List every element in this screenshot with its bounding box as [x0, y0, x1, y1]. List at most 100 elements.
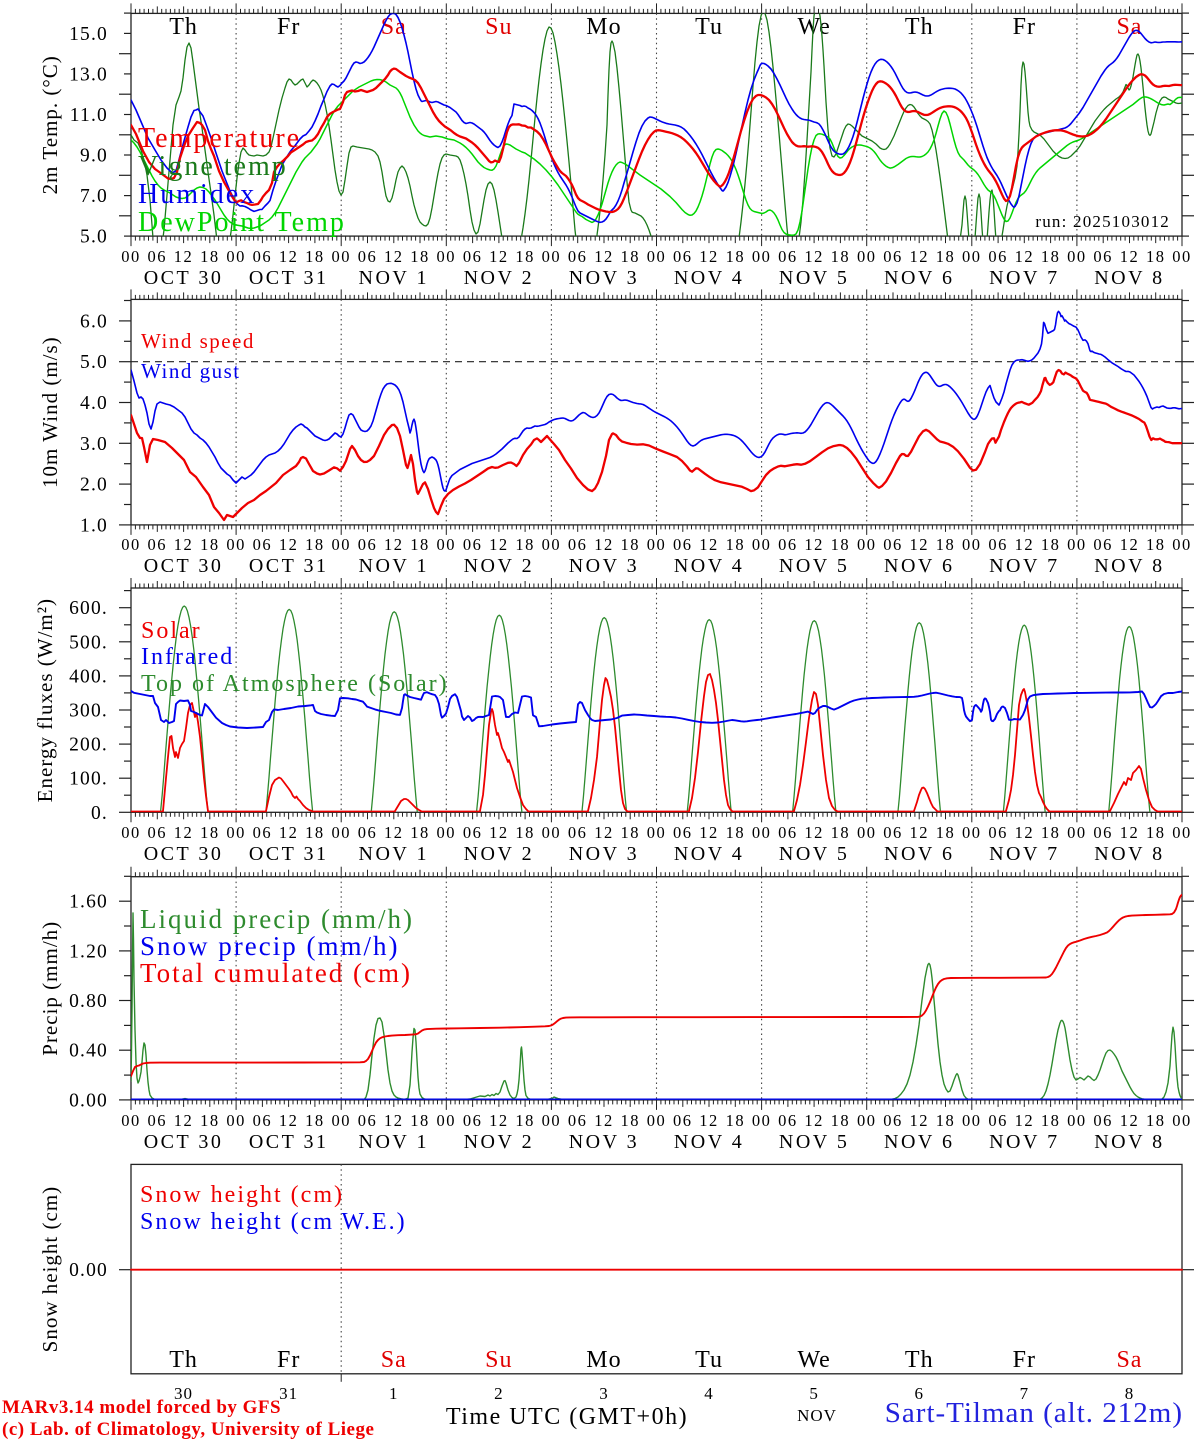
- svg-text:0.40: 0.40: [69, 1041, 108, 1062]
- svg-text:11.0: 11.0: [70, 105, 108, 126]
- svg-text:12: 12: [384, 535, 404, 554]
- svg-text:06: 06: [988, 247, 1008, 266]
- svg-text:00: 00: [331, 247, 351, 266]
- svg-text:00: 00: [857, 247, 877, 266]
- svg-text:NOV 5: NOV 5: [779, 267, 849, 289]
- svg-text:06: 06: [1093, 823, 1113, 842]
- svg-text:Top of Atmosphere (Solar): Top of Atmosphere (Solar): [141, 671, 449, 697]
- svg-text:NOV 2: NOV 2: [464, 267, 534, 289]
- svg-text:NOV 5: NOV 5: [779, 1131, 849, 1153]
- svg-text:18: 18: [831, 1111, 851, 1130]
- svg-text:3.0: 3.0: [80, 434, 108, 455]
- svg-text:8: 8: [1125, 1384, 1135, 1403]
- svg-text:00: 00: [1067, 823, 1087, 842]
- svg-text:12: 12: [174, 247, 194, 266]
- svg-text:06: 06: [883, 1111, 903, 1130]
- svg-text:Solar: Solar: [141, 618, 202, 644]
- svg-text:00: 00: [962, 247, 982, 266]
- svg-text:18: 18: [305, 823, 325, 842]
- svg-text:NOV 8: NOV 8: [1094, 555, 1164, 577]
- svg-text:06: 06: [883, 535, 903, 554]
- svg-text:NOV 6: NOV 6: [884, 267, 954, 289]
- svg-text:Th: Th: [905, 1347, 934, 1373]
- svg-text:400.: 400.: [69, 666, 108, 687]
- svg-text:12: 12: [804, 823, 824, 842]
- svg-text:12: 12: [594, 247, 614, 266]
- svg-text:12: 12: [489, 247, 509, 266]
- svg-text:1.60: 1.60: [69, 892, 108, 913]
- svg-text:Mo: Mo: [586, 1347, 621, 1373]
- svg-text:Sart-Tilman (alt. 212m): Sart-Tilman (alt. 212m): [885, 1397, 1183, 1429]
- svg-text:12: 12: [174, 535, 194, 554]
- svg-text:06: 06: [358, 535, 378, 554]
- svg-text:18: 18: [1146, 535, 1166, 554]
- svg-text:18: 18: [200, 1111, 220, 1130]
- svg-text:4.0: 4.0: [80, 393, 108, 414]
- svg-text:Fr: Fr: [1013, 1347, 1036, 1373]
- svg-text:18: 18: [1041, 247, 1061, 266]
- svg-text:00: 00: [331, 535, 351, 554]
- svg-text:Snow height (cm W.E.): Snow height (cm W.E.): [140, 1209, 407, 1235]
- svg-text:DewPoint Temp: DewPoint Temp: [138, 207, 346, 238]
- svg-text:2.0: 2.0: [80, 475, 108, 496]
- svg-text:18: 18: [305, 535, 325, 554]
- svg-text:Tu: Tu: [695, 1347, 723, 1373]
- svg-text:18: 18: [1146, 1111, 1166, 1130]
- svg-text:18: 18: [200, 823, 220, 842]
- svg-text:NOV 7: NOV 7: [989, 267, 1059, 289]
- svg-text:12: 12: [594, 535, 614, 554]
- svg-text:00: 00: [962, 823, 982, 842]
- svg-text:12: 12: [384, 247, 404, 266]
- svg-text:We: We: [797, 1347, 830, 1373]
- svg-text:12: 12: [910, 823, 930, 842]
- svg-text:12: 12: [910, 247, 930, 266]
- svg-text:06: 06: [988, 535, 1008, 554]
- svg-text:12: 12: [279, 247, 299, 266]
- svg-text:Snow height (cm): Snow height (cm): [140, 1182, 344, 1208]
- svg-text:4: 4: [704, 1384, 714, 1403]
- svg-text:Infrared: Infrared: [141, 644, 234, 670]
- svg-text:2m Temp. (°C): 2m Temp. (°C): [38, 55, 62, 194]
- svg-text:00: 00: [647, 1111, 667, 1130]
- svg-text:18: 18: [1146, 823, 1166, 842]
- svg-text:MARv3.14 model forced by GFS: MARv3.14 model forced by GFS: [2, 1397, 281, 1418]
- svg-text:06: 06: [463, 1111, 483, 1130]
- svg-text:12: 12: [174, 1111, 194, 1130]
- svg-text:06: 06: [568, 247, 588, 266]
- svg-text:6.0: 6.0: [80, 311, 108, 332]
- svg-text:06: 06: [358, 823, 378, 842]
- svg-text:5.0: 5.0: [80, 352, 108, 373]
- svg-text:OCT 30: OCT 30: [144, 267, 224, 289]
- svg-text:06: 06: [778, 247, 798, 266]
- svg-text:31: 31: [279, 1384, 298, 1403]
- svg-text:200.: 200.: [69, 735, 108, 756]
- svg-text:NOV 8: NOV 8: [1094, 843, 1164, 865]
- svg-text:12: 12: [1120, 823, 1140, 842]
- svg-text:12: 12: [804, 1111, 824, 1130]
- svg-text:00: 00: [121, 247, 141, 266]
- svg-text:NOV 4: NOV 4: [674, 555, 744, 577]
- svg-text:00: 00: [226, 247, 246, 266]
- svg-text:Fr: Fr: [277, 14, 300, 40]
- svg-text:NOV 3: NOV 3: [569, 555, 639, 577]
- svg-text:NOV 7: NOV 7: [989, 1131, 1059, 1153]
- svg-text:Time UTC (GMT+0h): Time UTC (GMT+0h): [446, 1404, 688, 1430]
- svg-text:12: 12: [279, 1111, 299, 1130]
- svg-text:NOV 4: NOV 4: [674, 1131, 744, 1153]
- svg-text:12: 12: [699, 535, 719, 554]
- svg-text:5.0: 5.0: [80, 227, 108, 248]
- svg-text:10m Wind (m/s): 10m Wind (m/s): [38, 336, 62, 488]
- svg-text:1.20: 1.20: [69, 941, 108, 962]
- svg-text:18: 18: [515, 535, 535, 554]
- svg-text:OCT 30: OCT 30: [144, 843, 224, 865]
- svg-text:12: 12: [489, 823, 509, 842]
- svg-text:NOV 5: NOV 5: [779, 843, 849, 865]
- svg-text:0.00: 0.00: [69, 1090, 108, 1111]
- svg-text:Tu: Tu: [695, 14, 723, 40]
- svg-text:06: 06: [673, 247, 693, 266]
- svg-text:00: 00: [752, 247, 772, 266]
- svg-text:06: 06: [358, 1111, 378, 1130]
- svg-text:18: 18: [936, 823, 956, 842]
- svg-text:00: 00: [1172, 535, 1192, 554]
- svg-text:NOV 5: NOV 5: [779, 555, 849, 577]
